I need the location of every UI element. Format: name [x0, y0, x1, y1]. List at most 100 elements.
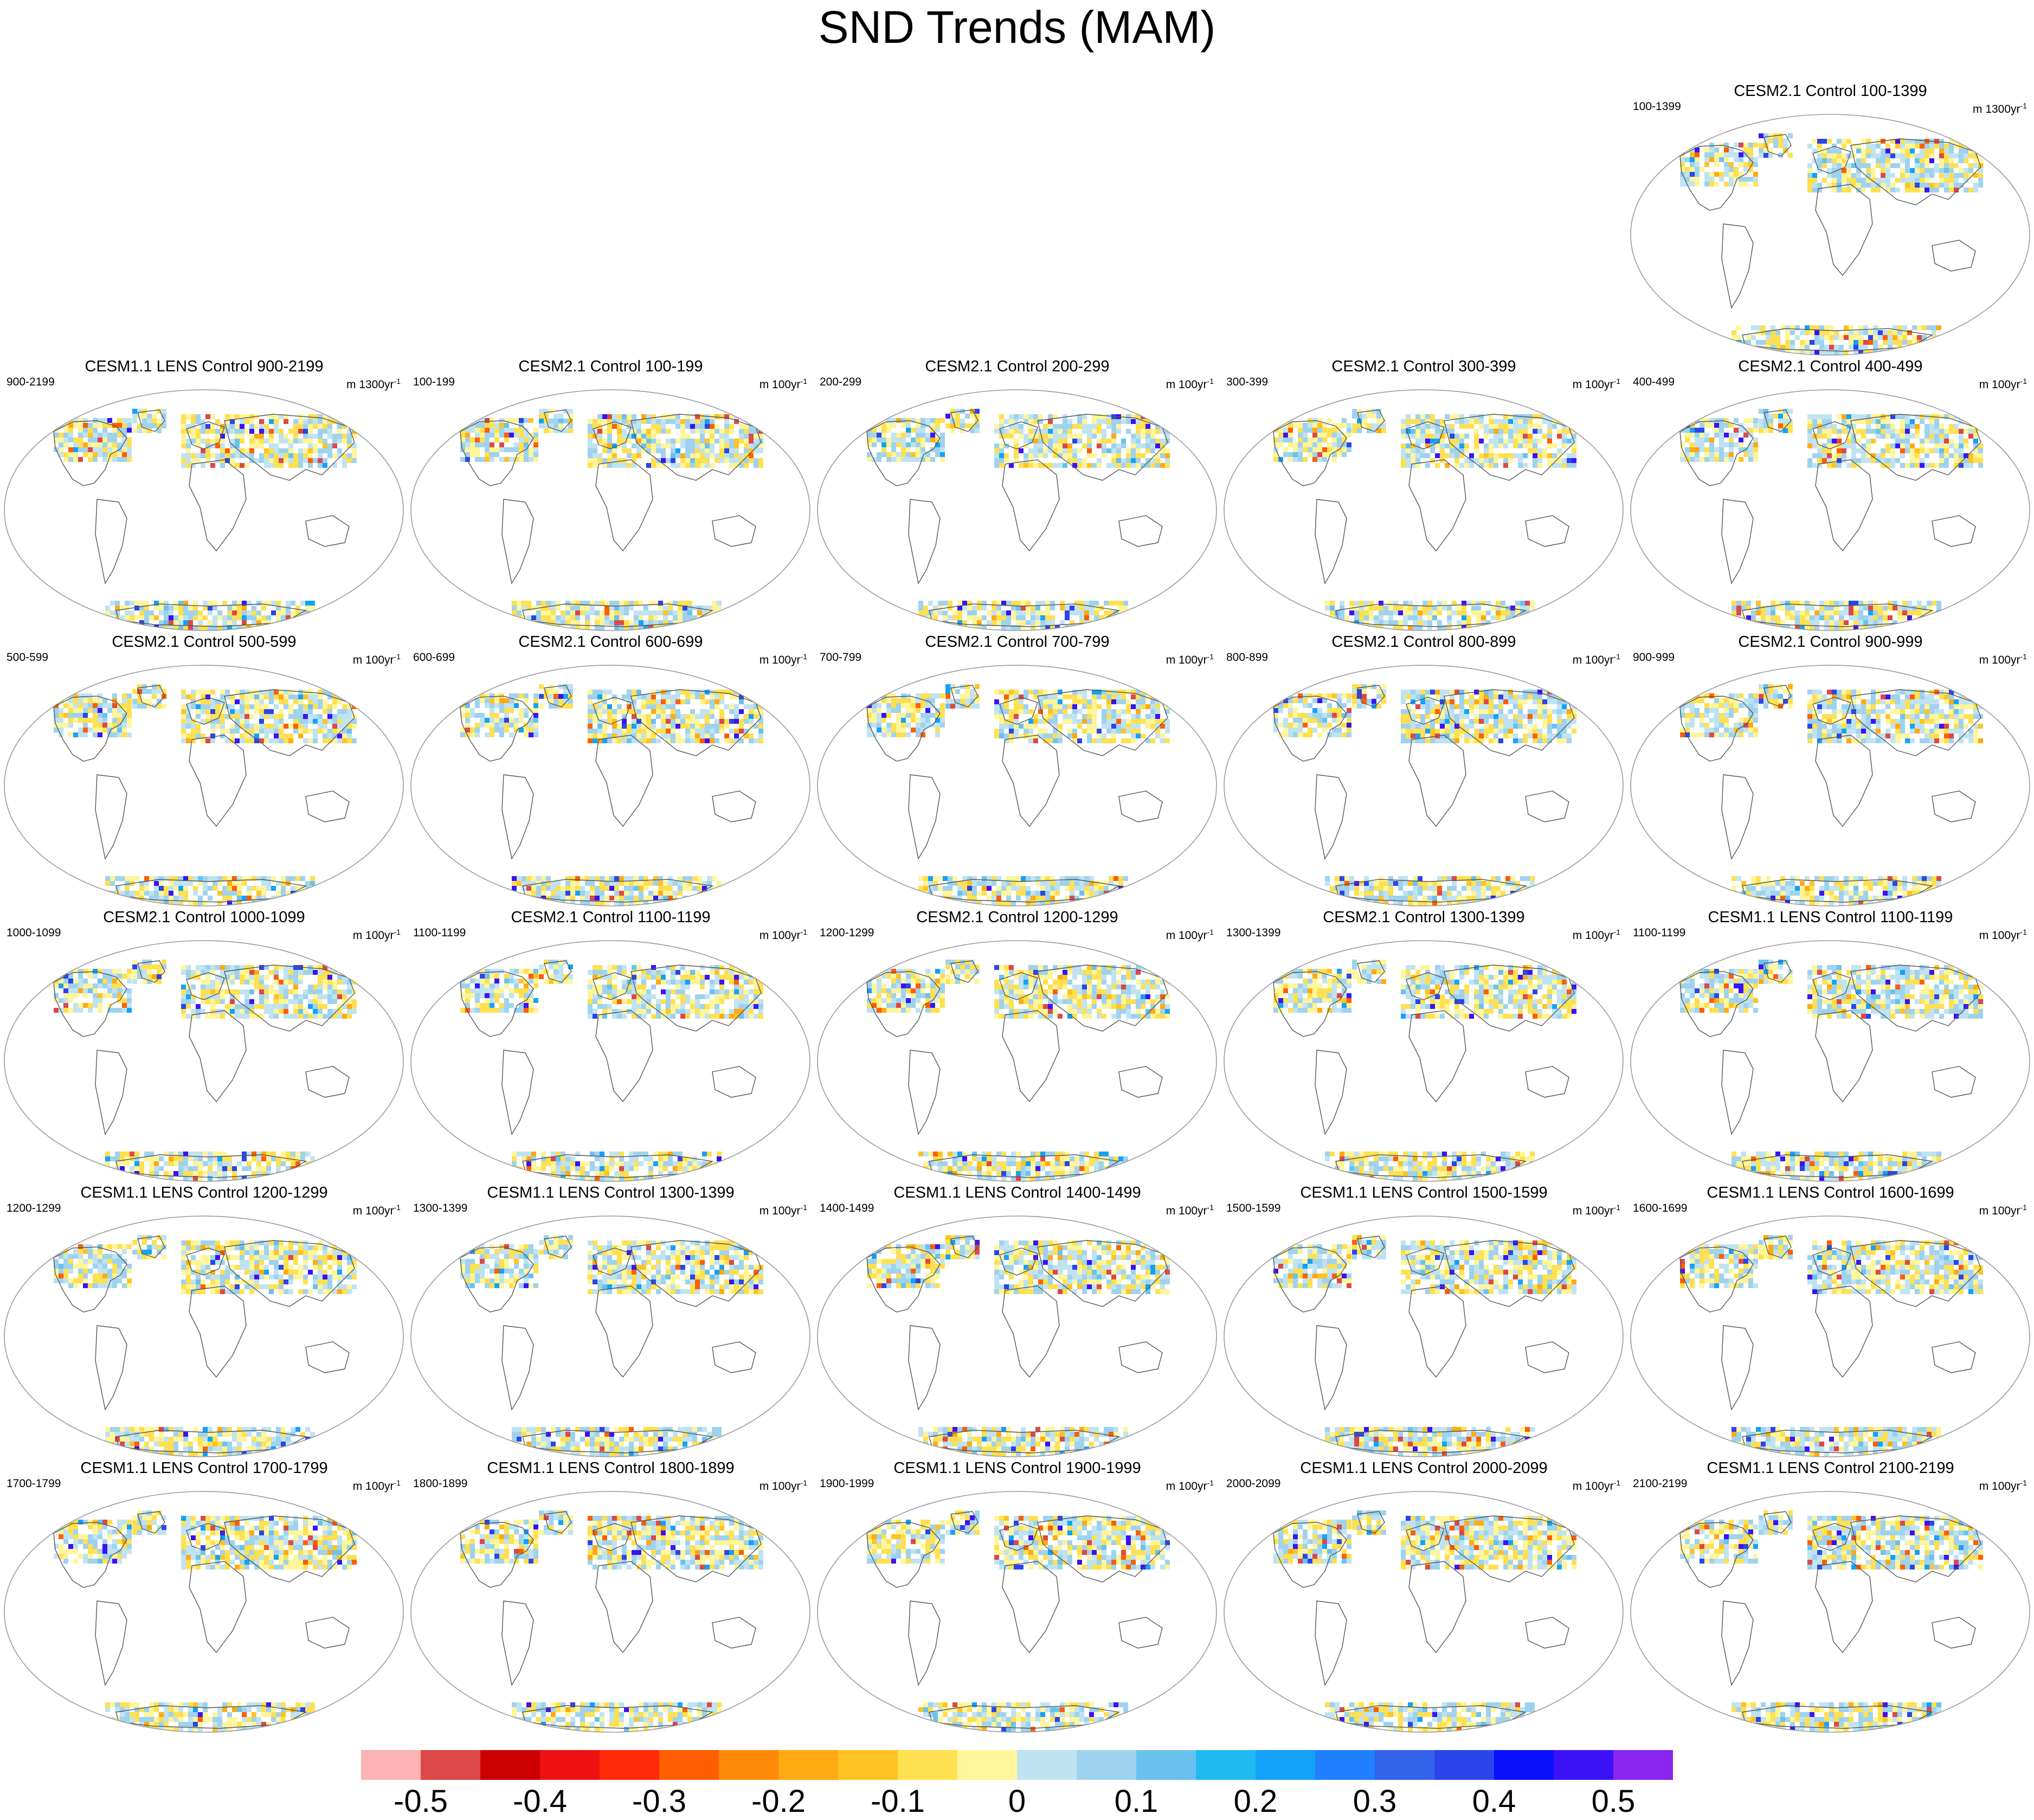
coastlines: [1273, 960, 1575, 1178]
colorbar-tick-label: 0.3: [1353, 1784, 1397, 1819]
unit-exponent: -1: [394, 1478, 401, 1487]
colorbar-segment: [838, 1750, 898, 1780]
snow-trend-field: [1273, 960, 1576, 1181]
panel-period-label: 1700-1799: [7, 1477, 61, 1490]
panel-title: CESM1.1 LENS Control 2000-2099: [1300, 1459, 1548, 1477]
unit-exponent: -1: [394, 652, 401, 661]
unit-text: m 100yr: [352, 929, 394, 942]
panel-unit-label: m 100yr-1: [353, 925, 401, 943]
snow-trend-field: [54, 1510, 357, 1732]
snow-trend-field: [1680, 684, 1983, 905]
map-panel: CESM2.1 Control 300-399 300-399 m 100yr-1: [1222, 357, 1626, 632]
map-panel: CESM2.1 Control 1000-1099 1000-1099 m 100y…: [2, 908, 406, 1183]
unit-exponent: -1: [1207, 377, 1214, 385]
unit-exponent: -1: [2020, 101, 2027, 110]
coastlines: [53, 960, 355, 1178]
map-border: [1224, 940, 1624, 1182]
map-panel: CESM1.1 LENS Control 1200-1299 1200-1299 m…: [2, 1183, 406, 1458]
map-border: [410, 665, 810, 906]
colorbar-segment: [1256, 1750, 1316, 1780]
panel-unit-label: m 1300yr-1: [346, 374, 401, 392]
unit-text: m 100yr: [1166, 929, 1207, 942]
world-map: [1630, 1216, 2030, 1457]
map-panel: CESM1.1 LENS Control 1300-1399 1300-1399 m…: [409, 1183, 813, 1458]
unit-text: m 100yr: [1166, 1205, 1207, 1217]
panel-title: CESM2.1 Control 1300-1399: [1323, 909, 1525, 926]
world-map: [4, 389, 404, 631]
panel-unit-label: m 100yr-1: [1979, 649, 2027, 667]
coastlines: [460, 685, 762, 903]
panel-unit-label: m 100yr-1: [759, 925, 807, 943]
panel-title: CESM2.1 Control 200-299: [925, 358, 1110, 375]
unit-text: m 100yr: [1572, 378, 1614, 391]
colorbar-segment: [480, 1750, 540, 1780]
unit-text: m 100yr: [1979, 1480, 2020, 1493]
panel-title: CESM1.1 LENS Control 1300-1399: [487, 1184, 735, 1201]
panel-title: CESM1.1 LENS Control 900-2199: [85, 358, 324, 375]
world-map: [1224, 389, 1624, 631]
snow-trend-field: [1680, 133, 1983, 355]
panel-title: CESM1.1 LENS Control 1900-1999: [893, 1459, 1141, 1477]
unit-text: m 100yr: [1166, 654, 1207, 666]
panel-unit-label: m 100yr-1: [1573, 925, 1620, 943]
world-map: [1630, 389, 2030, 631]
colorbar-tick-label: -0.2: [751, 1784, 806, 1819]
coastlines: [53, 409, 355, 627]
unit-exponent: -1: [2020, 928, 2027, 936]
unit-exponent: -1: [1613, 377, 1620, 385]
snow-trend-field: [1273, 409, 1576, 630]
coastlines: [460, 1511, 762, 1729]
snow-trend-field: [867, 1235, 1170, 1456]
panel-period-label: 2100-2199: [1633, 1477, 1688, 1490]
coastlines: [1273, 409, 1575, 627]
unit-exponent: -1: [1613, 652, 1620, 661]
map-border: [4, 940, 404, 1182]
colorbar: [361, 1750, 1673, 1780]
panel-period-label: 1500-1599: [1226, 1202, 1281, 1214]
unit-exponent: -1: [800, 1203, 807, 1212]
panel-period-label: 300-399: [1226, 376, 1269, 388]
unit-text: m 100yr: [759, 1205, 801, 1217]
figure-title: SND Trends (MAM): [818, 2, 1216, 53]
panel-title: CESM2.1 Control 1100-1199: [511, 909, 711, 926]
snow-trend-field: [460, 960, 763, 1181]
map-border: [1224, 665, 1624, 906]
panel-period-label: 1100-1199: [413, 927, 466, 939]
colorbar-tick-label: -0.3: [632, 1784, 686, 1819]
colorbar-segment: [1613, 1750, 1673, 1780]
world-map: [4, 665, 404, 906]
map-border: [4, 389, 404, 631]
map-border: [410, 1491, 810, 1733]
colorbar-tick-label: 0.2: [1233, 1784, 1278, 1819]
panel-unit-label: m 100yr-1: [1979, 374, 2027, 392]
coastlines: [866, 409, 1168, 627]
map-border: [817, 940, 1217, 1182]
panel-title: CESM2.1 Control 900-999: [1738, 633, 1923, 651]
map-panel: CESM1.1 LENS Control 2000-2099 2000-2099 m…: [1222, 1458, 1626, 1734]
map-border: [817, 1216, 1217, 1457]
panel-unit-label: m 100yr-1: [1573, 1200, 1620, 1218]
unit-exponent: -1: [800, 1478, 807, 1487]
map-border: [410, 1216, 810, 1457]
panel-period-label: 1400-1499: [820, 1202, 874, 1214]
panel-unit-label: m 100yr-1: [759, 1476, 807, 1494]
map-border: [817, 665, 1217, 906]
colorbar-labels: -0.5 -0.4 -0.3 -0.2 -0.1 0 0.1 0.2 0.3 0.4 0.5: [361, 1784, 1673, 1819]
world-map: [817, 1491, 1217, 1733]
unit-text: m 100yr: [1572, 1205, 1614, 1217]
panel-title: CESM2.1 Control 100-199: [518, 358, 703, 375]
colorbar-segment: [957, 1750, 1018, 1780]
unit-text: m 100yr: [1572, 1480, 1614, 1493]
coastlines: [1679, 960, 1981, 1178]
panel-title: CESM2.1 Control 600-699: [518, 633, 703, 651]
panel-title: CESM1.1 LENS Control 1600-1699: [1707, 1184, 1954, 1201]
map-border: [1630, 114, 2030, 356]
world-map: [1630, 940, 2030, 1182]
coastlines: [1273, 685, 1575, 903]
map-panel: CESM1.1 LENS Control 1500-1599 1500-1599 m…: [1222, 1183, 1626, 1458]
unit-text: m 100yr: [759, 378, 801, 391]
panel-title: CESM2.1 Control 400-499: [1738, 358, 1923, 375]
colorbar-segment: [540, 1750, 600, 1780]
world-map: [817, 940, 1217, 1182]
world-map: [1224, 940, 1624, 1182]
